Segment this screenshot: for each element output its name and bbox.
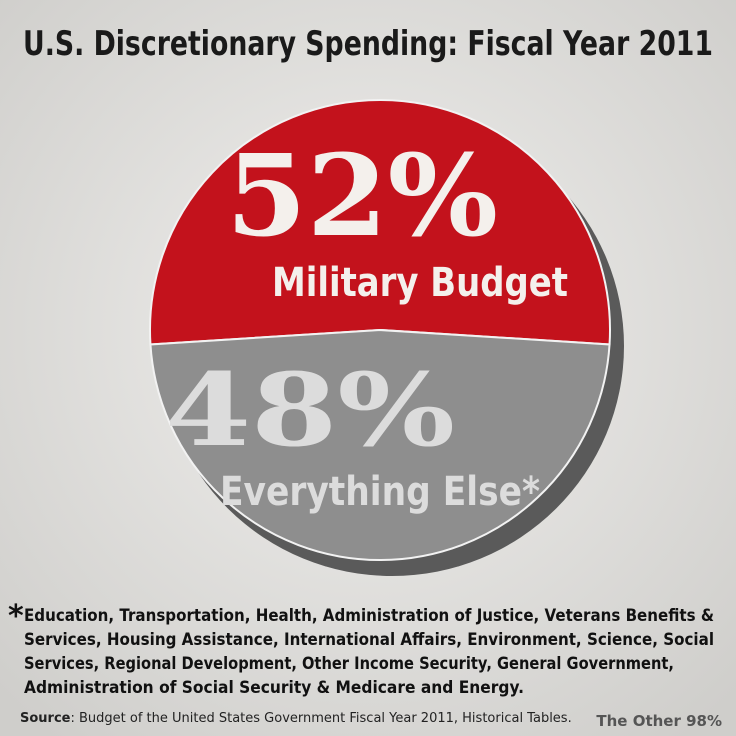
source: Source: Budget of the United States Gove… (20, 711, 572, 726)
footnote-line: Services, Regional Development, Other In… (24, 654, 674, 674)
footnote-line: Education, Transportation, Health, Admin… (24, 606, 714, 626)
value-label: 48% (165, 351, 455, 469)
slice-label: Everything Else* (220, 469, 540, 515)
footnote-line: Administration of Social Security & Medi… (24, 678, 524, 698)
pie-slice (149, 328, 611, 561)
pie (149, 98, 611, 561)
chart-title: U.S. Discretionary Spending: Fiscal Year… (23, 24, 713, 64)
footnote: Education, Transportation, Health, Admin… (24, 606, 714, 698)
value-label: 52% (226, 131, 498, 262)
footnote-marker: * (8, 599, 24, 634)
credit: The Other 98% (596, 712, 722, 730)
source-text: : Budget of the United States Government… (70, 711, 571, 726)
footnote-line: Services, Housing Assistance, Internatio… (24, 630, 714, 650)
slice-label: Military Budget (272, 260, 568, 306)
source-label: Source (20, 711, 71, 726)
pie-slice (149, 98, 611, 346)
